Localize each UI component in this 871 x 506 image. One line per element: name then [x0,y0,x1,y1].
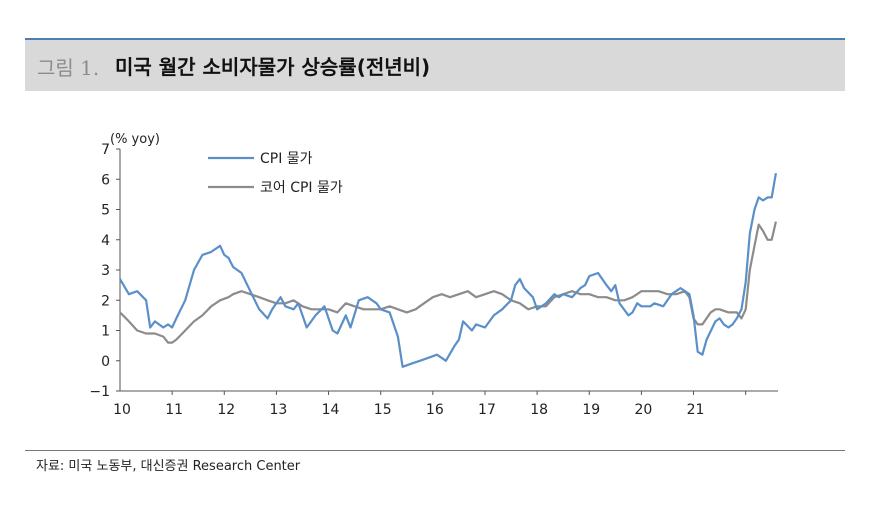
x-tick-label: 18 [530,402,548,418]
legend-label-cpi: CPI 물가 [260,151,313,167]
figure-title: 미국 월간 소비자물가 상승률(전년비) [115,55,431,79]
y-tick-label: −1 [89,384,110,400]
x-tick-label: 10 [113,402,131,418]
x-tick-label: 15 [374,402,392,418]
series-line-core [119,221,777,344]
y-tick-label: 6 [101,172,110,188]
legend-label-core: 코어 CPI 물가 [260,180,343,196]
source-note: 자료: 미국 노동부, 대신증권 Research Center [36,459,301,474]
figure-label: 그림 1. [37,56,100,80]
y-tick-label: 4 [101,233,110,249]
figure-title-bar: 그림 1. 미국 월간 소비자물가 상승률(전년비) [25,38,845,91]
x-tick-label: 14 [322,402,340,418]
y-unit-label: (% yoy) [110,132,160,147]
y-tick-label: 3 [101,263,110,279]
x-tick-label: 19 [582,402,600,418]
series-line-cpi [119,173,777,368]
x-tick-label: 17 [478,402,496,418]
x-tick-label: 21 [687,402,705,418]
x-tick-label: 13 [270,402,288,418]
x-tick-label: 11 [165,402,183,418]
y-tick-label: 5 [101,203,110,219]
y-tick-label: 2 [101,293,110,309]
y-tick-label: 7 [101,142,110,158]
source-divider [25,450,845,451]
y-tick-label: 1 [101,324,110,340]
x-tick-label: 20 [634,402,652,418]
x-tick-label: 16 [426,402,444,418]
y-tick-label: 0 [101,354,110,370]
x-tick-label: 12 [217,402,235,418]
